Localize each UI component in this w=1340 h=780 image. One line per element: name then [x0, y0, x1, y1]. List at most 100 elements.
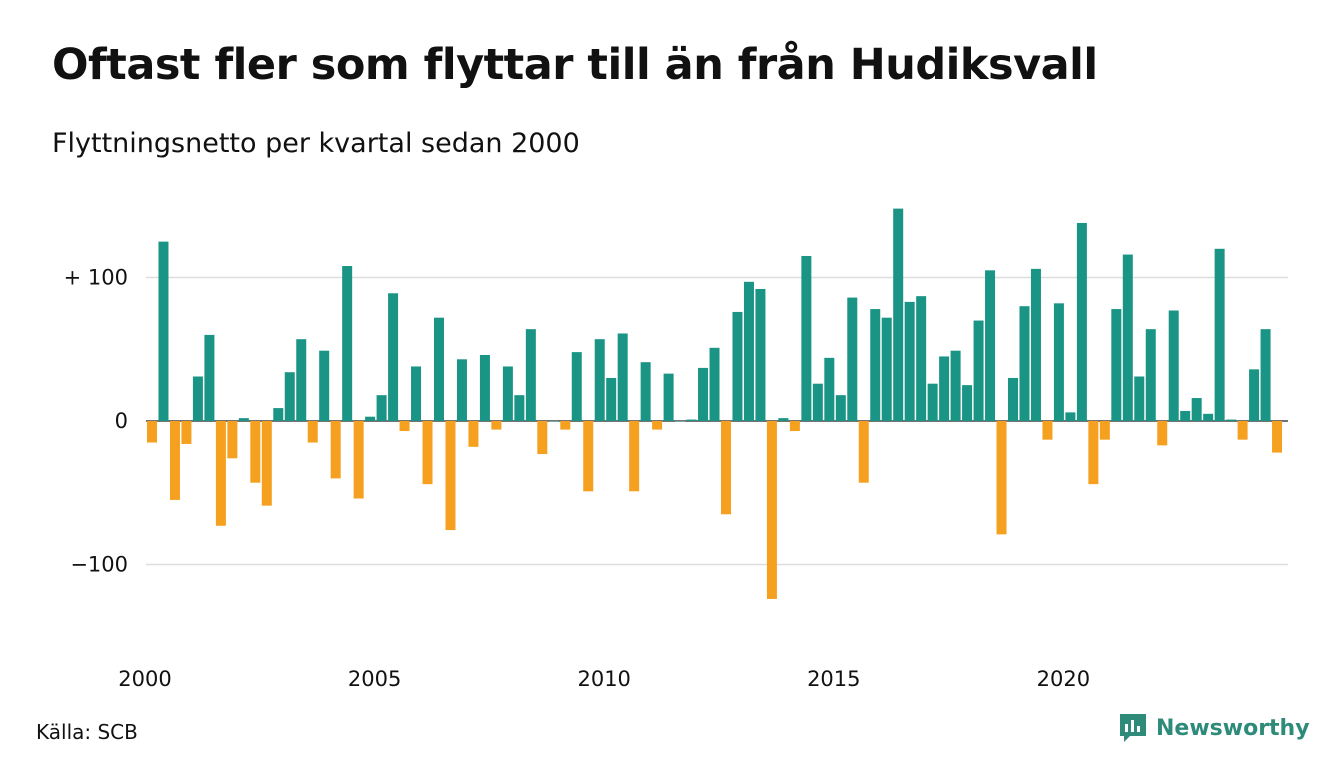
bar	[204, 334, 215, 421]
bar	[365, 416, 376, 421]
bar	[801, 255, 812, 421]
bar	[147, 421, 157, 443]
bar	[445, 421, 456, 531]
bar	[789, 421, 800, 432]
bar	[1168, 310, 1179, 421]
x-tick-label: 2010	[577, 667, 630, 691]
bar	[307, 421, 318, 443]
brand-logo: Newsworthy	[1118, 712, 1310, 744]
bar	[548, 421, 559, 422]
bar	[1249, 369, 1260, 421]
bar	[962, 385, 973, 422]
bar	[1272, 421, 1283, 453]
bar	[1042, 421, 1053, 440]
bar	[973, 320, 984, 421]
bar	[1203, 413, 1214, 421]
bar	[778, 418, 789, 421]
axis-labels: + 100 0 −100 2000 2005 2010 2015 2020	[64, 266, 1090, 692]
bar	[950, 350, 961, 421]
bar	[904, 301, 915, 421]
bar	[606, 377, 617, 421]
bar	[296, 339, 307, 421]
bar	[284, 372, 295, 421]
bar	[158, 241, 169, 422]
bar	[732, 311, 743, 421]
bar	[1008, 377, 1018, 421]
bar	[640, 362, 651, 422]
bar	[698, 367, 709, 421]
bar	[434, 317, 444, 421]
y-tick-label: −100	[70, 553, 128, 577]
bar	[721, 421, 731, 515]
bar	[629, 421, 640, 492]
bars	[147, 208, 1283, 599]
bar-chart: + 100 0 −100 2000 2005 2010 2015 2020	[64, 208, 1288, 692]
bar	[342, 266, 353, 421]
bar	[491, 421, 502, 430]
bar	[353, 421, 364, 499]
bar	[319, 350, 330, 421]
bar	[835, 395, 846, 421]
bar	[479, 354, 490, 421]
y-tick-label: + 100	[64, 266, 128, 290]
bar	[1019, 306, 1030, 421]
bar	[1099, 421, 1110, 440]
bar	[881, 317, 892, 421]
bar	[617, 333, 628, 421]
bar	[560, 421, 571, 430]
bar	[675, 421, 686, 422]
x-tick-label: 2000	[118, 667, 171, 691]
bar	[215, 421, 226, 526]
chart-subtitle: Flyttningsnetto per kvartal sedan 2000	[52, 128, 580, 159]
bar	[468, 421, 479, 447]
bar	[652, 421, 663, 430]
bar	[571, 352, 582, 421]
x-tick-label: 2020	[1037, 667, 1090, 691]
bar	[1122, 254, 1133, 421]
x-tick-label: 2005	[348, 667, 401, 691]
bar	[1260, 329, 1271, 421]
x-tick-label: 2015	[807, 667, 860, 691]
bar	[1226, 419, 1237, 421]
bar	[502, 366, 513, 421]
bar	[709, 347, 720, 421]
bar	[686, 419, 697, 421]
bar	[1053, 303, 1064, 421]
bar	[1145, 329, 1156, 421]
bar	[1030, 268, 1041, 421]
source-note: Källa: SCB	[36, 720, 138, 744]
bar	[238, 418, 249, 421]
bar	[422, 421, 433, 485]
bar	[181, 421, 192, 444]
bar	[583, 421, 594, 492]
bar	[261, 421, 272, 506]
bar	[1076, 222, 1087, 421]
bar	[870, 309, 881, 421]
bar	[250, 421, 261, 483]
bar	[376, 395, 387, 421]
bar	[812, 383, 823, 421]
bar	[192, 376, 203, 421]
bar	[847, 297, 858, 421]
bar	[227, 421, 238, 459]
brand-name: Newsworthy	[1156, 715, 1310, 741]
bar	[824, 357, 835, 421]
bar	[399, 421, 410, 432]
bar	[1214, 248, 1225, 421]
bar	[985, 270, 996, 421]
bar	[1134, 376, 1145, 421]
bar	[1157, 421, 1168, 446]
bar	[1065, 412, 1076, 421]
bar	[330, 421, 341, 479]
bar	[663, 373, 674, 421]
bar	[1088, 421, 1099, 485]
bar	[916, 296, 927, 421]
bar	[537, 421, 548, 455]
bar	[927, 383, 938, 421]
bar	[893, 208, 904, 421]
bar	[411, 366, 422, 421]
bar	[456, 359, 467, 422]
bar	[1237, 421, 1248, 440]
bar	[766, 421, 777, 599]
bar	[273, 408, 284, 421]
